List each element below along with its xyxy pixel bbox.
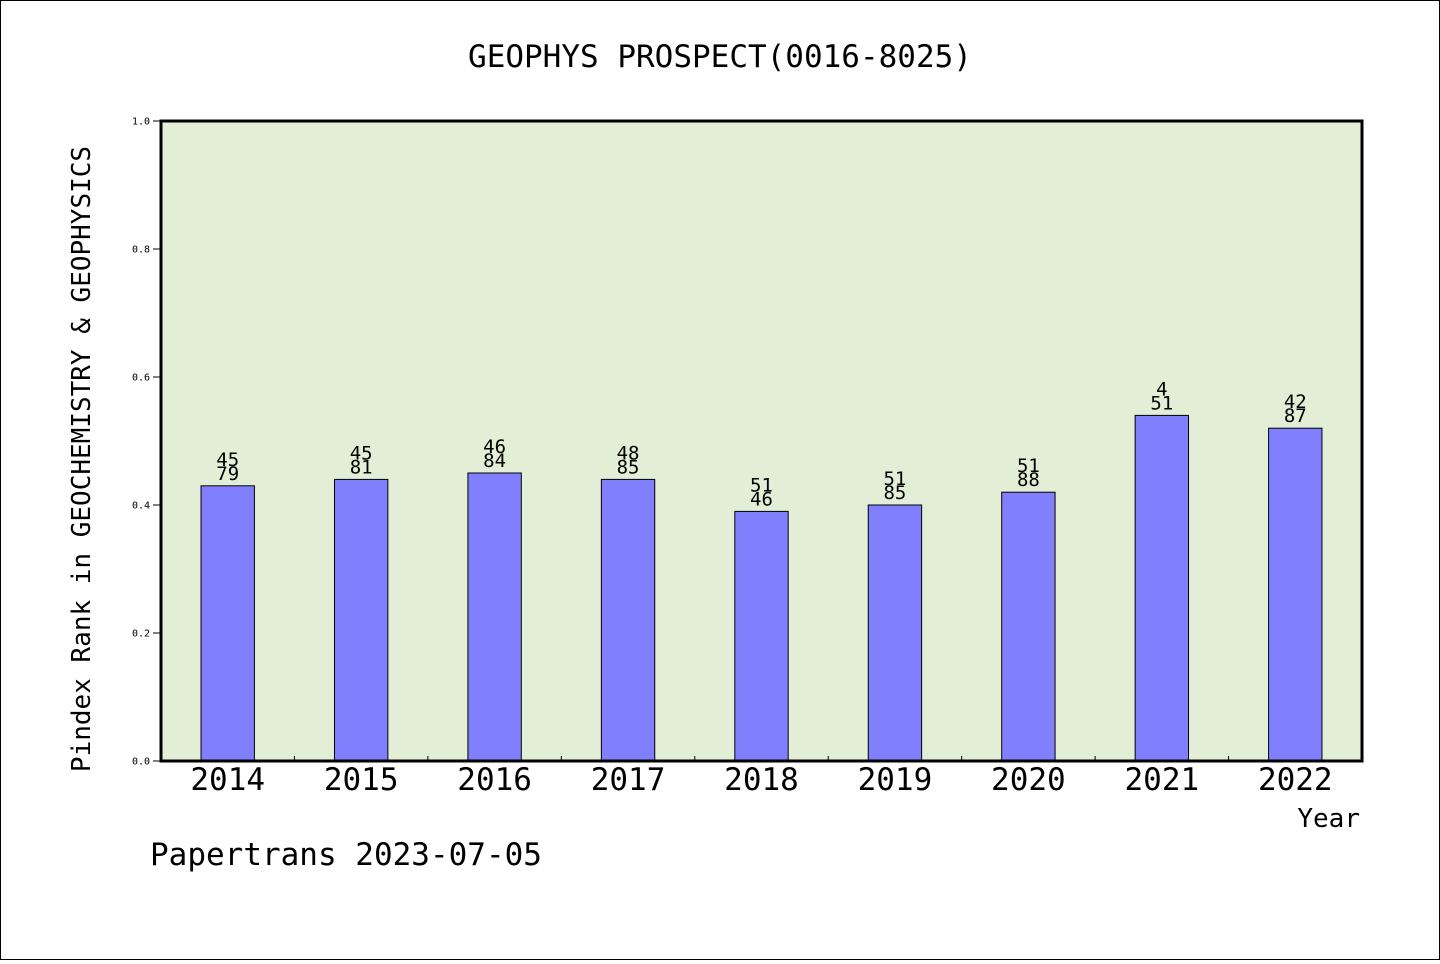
bar-label-top-2017: 48	[617, 442, 640, 464]
x-tick-label-2018: 2018	[724, 762, 799, 798]
bar-2015	[333, 478, 389, 762]
bar-label-top-2021: 4	[1156, 378, 1167, 400]
bar-label-top-2014: 45	[216, 449, 239, 471]
bar-label-top-2018: 51	[750, 474, 773, 496]
bar-label-top-2020: 51	[1017, 455, 1040, 477]
y-tick-label: 0.0	[132, 757, 150, 768]
plot-border	[159, 119, 1364, 763]
bar-label-top-2019: 51	[883, 468, 906, 490]
y-tick-label: 0.4	[132, 501, 150, 512]
x-tick-label-2014: 2014	[190, 762, 265, 798]
y-tick-label: 0.2	[132, 629, 150, 640]
bar-2017	[600, 478, 656, 762]
bars-group	[200, 414, 1323, 762]
bar-2014	[200, 485, 255, 762]
bar-label-top-2022: 42	[1284, 391, 1307, 413]
bar-label-top-2016: 46	[483, 436, 506, 458]
bar-label-bottom-2014: 79	[216, 463, 239, 485]
bar-label-bottom-2016: 84	[483, 450, 506, 472]
y-tick-label: 1.0	[132, 117, 150, 128]
x-tick-label-2015: 2015	[324, 762, 399, 798]
bar-label-bottom-2019: 85	[883, 482, 906, 504]
bar-label-bottom-2015: 81	[350, 456, 373, 478]
chart-title: GEOPHYS PROSPECT(0016-8025)	[468, 39, 972, 75]
y-tick-label: 0.6	[132, 373, 150, 384]
x-tick-label-2022: 2022	[1258, 762, 1333, 798]
footer-credit: Papertrans 2023-07-05	[150, 837, 542, 873]
x-tick-label-2016: 2016	[457, 762, 532, 798]
bar-2016	[467, 472, 522, 762]
bar-2020	[1001, 491, 1056, 762]
bar-label-bottom-2018: 46	[750, 488, 773, 510]
bar-label-top-2015: 45	[350, 442, 373, 464]
y-axis: 0.0 0.2 0.4 0.6 0.8 1.0	[132, 117, 161, 768]
bar-2019	[867, 504, 923, 762]
x-tick-label-2019: 2019	[858, 762, 933, 798]
bar-2022	[1268, 427, 1323, 762]
bar-2021	[1134, 414, 1190, 762]
bar-label-bottom-2017: 85	[617, 456, 640, 478]
y-tick-label: 0.8	[132, 245, 150, 256]
bar-label-bottom-2021: 51	[1150, 392, 1173, 414]
bar-2018	[734, 510, 789, 762]
x-axis-label: Year	[1297, 804, 1360, 834]
y-axis-label: Pindex Rank in GEOCHEMISTRY & GEOPHYSICS	[67, 146, 97, 772]
x-tick-label-2017: 2017	[591, 762, 666, 798]
bar-label-bottom-2020: 88	[1017, 469, 1040, 491]
x-tick-label-2021: 2021	[1125, 762, 1200, 798]
x-axis: 2014 2015 2016 2017 2018 2019 2020 2021 2022	[190, 756, 1333, 798]
x-tick-label-2020: 2020	[991, 762, 1066, 798]
bar-label-bottom-2022: 87	[1284, 405, 1307, 427]
